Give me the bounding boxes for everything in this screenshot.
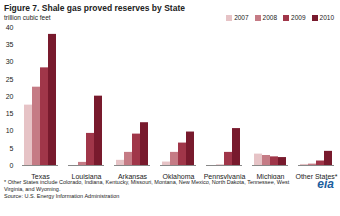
- svg-text:Other States*: Other States*: [295, 173, 337, 179]
- html-text:2008: 2008: [262, 14, 278, 21]
- svg-text:30: 30: [6, 58, 14, 65]
- html-text:trillion cubic feet: trillion cubic feet: [4, 14, 51, 21]
- html-text:eia: eia: [317, 177, 334, 191]
- svg-text:25: 25: [6, 75, 14, 82]
- svg-text:Texas: Texas: [31, 173, 50, 179]
- svg-text:Michigan: Michigan: [256, 173, 284, 179]
- svg-text:Louisiana: Louisiana: [72, 173, 102, 179]
- svg-text:15: 15: [6, 110, 14, 117]
- html-text:2010: 2010: [319, 14, 334, 21]
- html-text:* Other States include Colorad: * Other States include Colorado, Indiana…: [4, 179, 290, 192]
- svg-text:10: 10: [6, 127, 14, 134]
- svg-text:5: 5: [10, 144, 14, 151]
- svg-text:Arkansas: Arkansas: [118, 173, 148, 179]
- html-text:2009: 2009: [291, 14, 306, 21]
- svg-text:40: 40: [6, 24, 14, 31]
- svg-text:Pennsylvania: Pennsylvania: [204, 173, 246, 179]
- svg-text:0: 0: [10, 162, 14, 169]
- html-text:Figure 7. Shale gas proved res: Figure 7. Shale gas proved reserves by S…: [4, 3, 185, 13]
- svg-text:Oklahoma: Oklahoma: [163, 173, 195, 179]
- svg-text:20: 20: [6, 93, 14, 100]
- svg-text:35: 35: [6, 41, 14, 48]
- html-text:Source: U.S. Energy Informatio: Source: U.S. Energy Information Administ…: [4, 193, 120, 199]
- html-text:2007: 2007: [234, 14, 249, 21]
